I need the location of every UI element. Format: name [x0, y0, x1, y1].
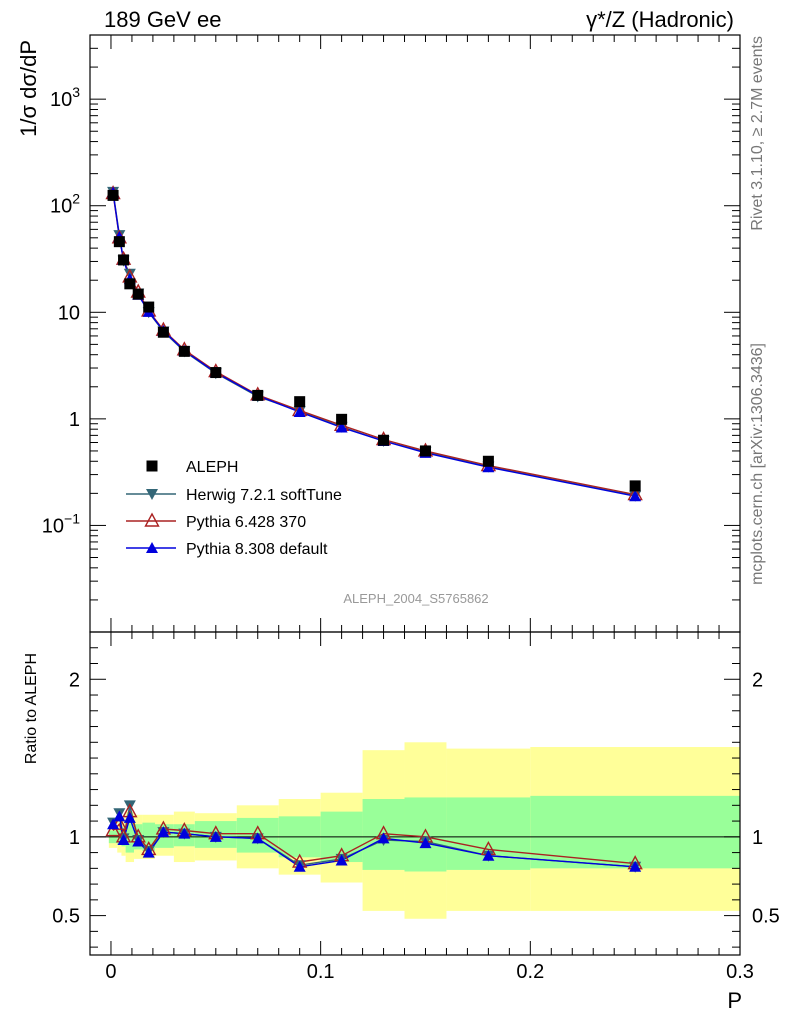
main-y-tick-label: 103 — [50, 84, 80, 111]
ratio-point-pythia8 — [293, 860, 306, 872]
main-point-pythia8 — [335, 421, 348, 433]
ratio-point-pythia8 — [117, 833, 130, 845]
ratio-ylabel: Ratio to ALEPH — [23, 653, 40, 764]
ratio-point-pythia8 — [629, 860, 642, 872]
ratio-line-pythia6 — [112, 809, 636, 865]
main-point-data — [378, 434, 390, 446]
ratio-point-pythia8 — [113, 810, 126, 822]
main-point-data — [419, 445, 431, 457]
legend-marker-data — [146, 460, 158, 472]
main-point-data — [252, 389, 264, 401]
main-y-tick-label: 10 — [58, 302, 80, 324]
rivet-version-label: Rivet 3.1.10, ≥ 2.7M events — [749, 36, 766, 231]
x-tick-label: 0.2 — [516, 961, 544, 983]
main-line-herwig — [112, 191, 636, 497]
ratio-point-pythia8 — [335, 854, 348, 866]
main-point-data — [118, 254, 130, 266]
x-tick-label: 0.1 — [307, 961, 335, 983]
main-point-data — [107, 189, 119, 201]
main-point-data — [157, 326, 169, 338]
ratio-y-tick-label-right: 0.5 — [752, 906, 780, 928]
main-y-tick-label: 1 — [69, 409, 80, 431]
header-right-label: γ*/Z (Hadronic) — [586, 7, 734, 32]
mcplots-label: mcplots.cern.ch [arXiv:1306.3436] — [749, 343, 766, 585]
main-point-pythia8 — [629, 490, 642, 502]
x-tick-label: 0.3 — [726, 961, 754, 983]
ratio-y-tick-label-left: 0.5 — [52, 906, 80, 928]
ratio-point-pythia8 — [419, 837, 432, 849]
legend-marker-herwig — [146, 489, 158, 500]
ratio-y-tick-label-right: 1 — [752, 827, 763, 849]
main-y-tick-label: 102 — [50, 191, 80, 218]
main-point-data — [629, 480, 641, 492]
ratio-point-pythia8 — [157, 826, 170, 838]
main-point-data — [132, 288, 144, 300]
main-point-data — [294, 396, 306, 408]
ratio-point-pythia8 — [123, 811, 136, 823]
x-tick-label: 0 — [105, 961, 116, 983]
ratio-point-pythia6 — [111, 815, 128, 830]
ratio-point-pythia8 — [377, 832, 390, 844]
ratio-point-pythia8 — [482, 849, 495, 861]
ratio-y-tick-label-left: 2 — [69, 669, 80, 691]
legend-marker-pythia6 — [144, 512, 160, 527]
main-point-data — [482, 455, 494, 467]
main-point-data — [124, 278, 136, 290]
analysis-label: ALEPH_2004_S5765862 — [343, 591, 488, 606]
legend-label-aleph: ALEPH — [186, 459, 238, 476]
main-point-data — [143, 301, 155, 313]
main-point-pythia8 — [293, 405, 306, 417]
ratio-xlabel: P — [727, 988, 742, 1013]
main-line-pythia8 — [112, 192, 636, 497]
ratio-point-pythia8 — [142, 846, 155, 858]
main-y-tick-label: 10−1 — [42, 510, 80, 537]
chart-marks: 0 0.1 0.2 0.3 10−1 1 10 102 103 0.5 0.5 1 1 2 2 — [42, 34, 780, 983]
ratio-panel-frame — [89, 631, 741, 956]
ratio-point-pythia8 — [178, 827, 191, 839]
legend-label-pythia8: Pythia 8.308 default — [186, 541, 328, 558]
ratio-point-pythia8 — [251, 832, 264, 844]
main-point-data — [210, 367, 222, 379]
ratio-point-pythia8 — [132, 835, 145, 847]
ratio-y-tick-label-left: 1 — [69, 827, 80, 849]
ratio-y-tick-label-right: 2 — [752, 669, 763, 691]
ratio-line-pythia8 — [112, 814, 636, 868]
ratio-point-pythia8 — [107, 818, 120, 830]
main-point-data — [336, 413, 348, 425]
legend-label-pythia6: Pythia 6.428 370 — [186, 514, 306, 531]
main-point-data — [178, 345, 190, 357]
main-ylabel: 1/σ dσ/dP — [16, 40, 41, 137]
main-line-pythia6 — [112, 193, 636, 496]
ratio-point-pythia8 — [209, 830, 222, 842]
header-left-label: 189 GeV ee — [104, 7, 221, 32]
ratio-band-inner — [404, 797, 447, 872]
legend-label-herwig: Herwig 7.2.1 softTune — [186, 487, 342, 504]
main-point-data — [113, 236, 125, 248]
legend-marker-pythia8 — [146, 542, 158, 553]
